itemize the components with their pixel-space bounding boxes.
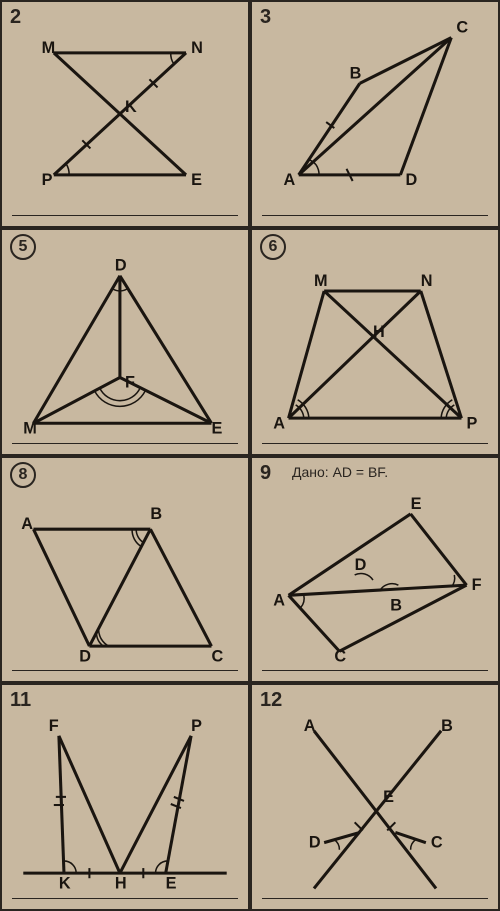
diagram-2: M N K P E [2,2,248,226]
svg-text:M: M [314,272,328,290]
svg-text:H: H [373,323,385,341]
answer-line [262,898,488,899]
svg-text:D: D [406,171,418,189]
diagram-11: F P K H E [2,685,248,909]
answer-line [262,443,488,444]
cell-9: 9 Дано: AD = BF. EDABFC [250,456,500,684]
answer-line [262,670,488,671]
svg-text:M: M [42,39,56,57]
problem-number: 6 [260,234,286,260]
diagram-5: D F M E [2,230,248,454]
cell-6: 6 M N H A P [250,228,500,456]
svg-text:N: N [191,39,203,57]
answer-line [12,215,238,216]
svg-text:F: F [125,373,135,391]
cell-8: 8 A B D C [0,456,250,684]
diagram-9: E D A B F C [252,458,498,682]
svg-text:C: C [334,647,346,665]
cell-5: 5 D F M E [0,228,250,456]
diagram-12: A B E D C [252,685,498,909]
svg-text:B: B [350,64,362,82]
svg-text:C: C [456,19,468,37]
problem-number: 3 [260,6,271,29]
svg-text:A: A [273,591,285,609]
svg-text:A: A [283,171,295,189]
diagram-6: M N H A P [252,230,498,454]
svg-text:P: P [467,414,478,432]
svg-text:M: M [23,419,37,437]
answer-line [262,215,488,216]
svg-text:B: B [390,596,402,614]
cell-2: 2 M N K P E [0,0,250,228]
svg-text:K: K [125,98,137,116]
svg-text:D: D [309,834,321,852]
svg-text:D: D [79,647,91,665]
svg-text:E: E [166,875,177,893]
answer-line [12,898,238,899]
svg-text:A: A [273,414,285,432]
diagram-3: C B A D [252,2,498,226]
svg-text:C: C [211,647,223,665]
svg-text:F: F [472,576,482,594]
svg-text:E: E [211,419,222,437]
svg-text:C: C [431,834,443,852]
problem-number: 9 [260,462,271,485]
cell-3: 3 C B A D [250,0,500,228]
svg-text:E: E [191,171,202,189]
problem-number: 12 [260,689,282,712]
svg-text:P: P [42,171,53,189]
svg-text:D: D [115,256,127,274]
problem-number: 8 [10,462,36,488]
svg-text:N: N [421,272,433,290]
svg-text:P: P [191,717,202,735]
problem-number: 2 [10,6,21,29]
svg-text:D: D [355,555,367,573]
svg-text:K: K [59,875,71,893]
svg-text:B: B [150,505,162,523]
svg-text:F: F [49,717,59,735]
svg-text:H: H [115,875,127,893]
problem-grid: 2 MNKPE 3 CBAD 5 DFME 6 MNHAP 8 ABDC 9 Д… [0,0,500,911]
cell-11: 11 F P K H E [0,683,250,911]
svg-text:A: A [304,717,316,735]
svg-text:E: E [383,788,394,806]
answer-line [12,670,238,671]
svg-text:A: A [21,515,33,533]
diagram-8: A B D C [2,458,248,682]
problem-number: 5 [10,234,36,260]
cell-12: 12 A B E D C [250,683,500,911]
svg-text:E: E [411,494,422,512]
svg-text:B: B [441,717,453,735]
problem-number: 11 [10,689,31,712]
answer-line [12,443,238,444]
